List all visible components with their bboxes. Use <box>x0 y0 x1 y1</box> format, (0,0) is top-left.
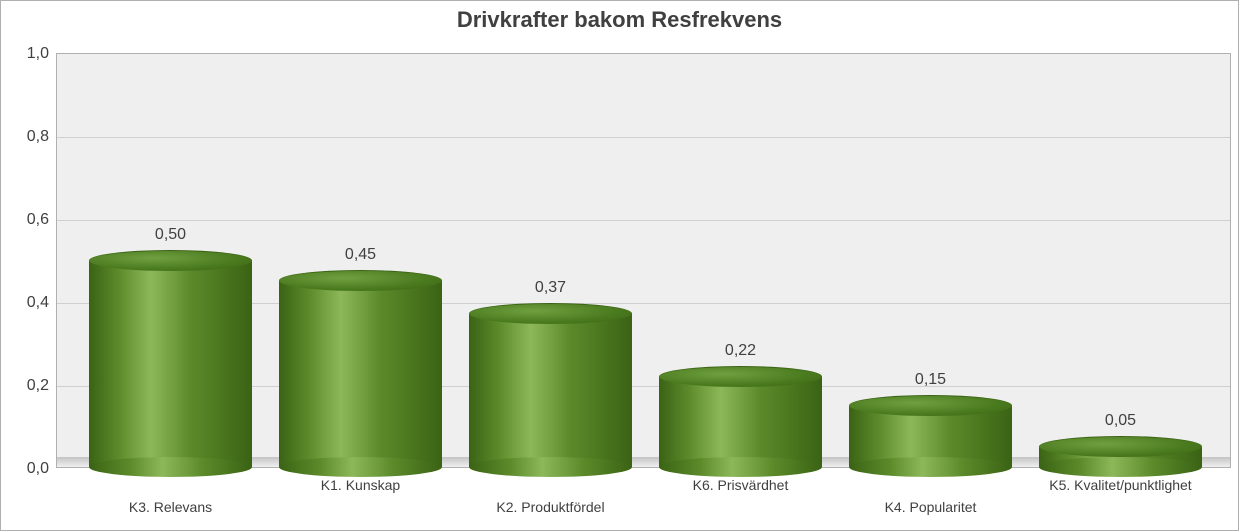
bar: 0,05 <box>1039 446 1202 467</box>
bar-bottom-ellipse <box>1039 457 1202 477</box>
bar: 0,22 <box>659 376 822 467</box>
x-tick-label: K4. Popularitet <box>849 499 1012 515</box>
bar: 0,15 <box>849 405 1012 467</box>
bar-value-label: 0,05 <box>1039 412 1202 430</box>
bar-bottom-ellipse <box>89 457 252 477</box>
y-tick-label: 0,0 <box>27 460 57 478</box>
bar-top-ellipse <box>849 395 1012 416</box>
bar-value-label: 0,37 <box>469 279 632 297</box>
bar-top-ellipse <box>659 366 822 387</box>
plot-area: 0,00,20,40,60,81,00,50K3. Relevans0,45K1… <box>56 53 1231 468</box>
bar-value-label: 0,45 <box>279 246 442 264</box>
y-tick-label: 0,4 <box>27 294 57 312</box>
bar-top-ellipse <box>89 250 252 271</box>
chart-container: Drivkrafter bakom Resfrekvens 0,00,20,40… <box>0 0 1239 531</box>
bar-body <box>279 280 442 467</box>
bar-bottom-ellipse <box>469 457 632 477</box>
bar-body <box>89 260 252 468</box>
bar: 0,37 <box>469 313 632 467</box>
bar: 0,50 <box>89 260 252 468</box>
bar: 0,45 <box>279 280 442 467</box>
x-tick-label: K6. Prisvärdhet <box>659 477 822 493</box>
y-tick-label: 0,2 <box>27 377 57 395</box>
bar-value-label: 0,15 <box>849 371 1012 389</box>
bar-value-label: 0,50 <box>89 226 252 244</box>
y-tick-label: 1,0 <box>27 45 57 63</box>
bar-bottom-ellipse <box>849 457 1012 477</box>
chart-title: Drivkrafter bakom Resfrekvens <box>1 7 1238 33</box>
x-tick-label: K3. Relevans <box>89 499 252 515</box>
y-tick-label: 0,6 <box>27 211 57 229</box>
bar-bottom-ellipse <box>659 457 822 477</box>
grid-line <box>57 220 1230 221</box>
bar-body <box>469 313 632 467</box>
x-tick-label: K5. Kvalitet/punktlighet <box>1039 477 1202 493</box>
y-tick-label: 0,8 <box>27 128 57 146</box>
x-tick-label: K2. Produktfördel <box>469 499 632 515</box>
x-tick-label: K1. Kunskap <box>279 477 442 493</box>
bar-value-label: 0,22 <box>659 342 822 360</box>
bar-body <box>659 376 822 467</box>
grid-line <box>57 137 1230 138</box>
bar-bottom-ellipse <box>279 457 442 477</box>
